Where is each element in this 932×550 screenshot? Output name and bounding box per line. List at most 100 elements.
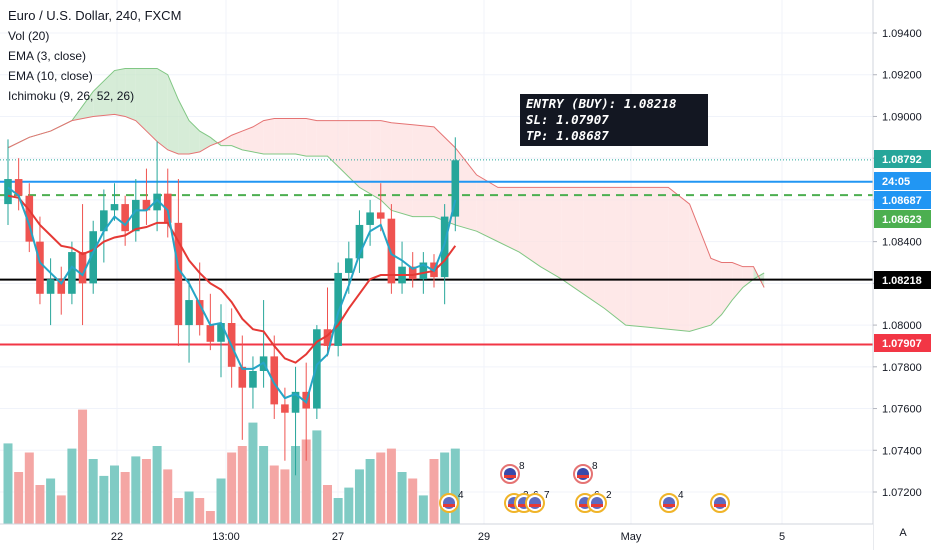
- auto-scale-button[interactable]: A: [899, 527, 907, 539]
- volume-bar: [46, 478, 56, 524]
- volume-bar: [440, 452, 450, 524]
- volume-bar: [99, 475, 109, 524]
- volume-bar: [24, 452, 34, 524]
- cloud-segment: [93, 70, 115, 117]
- cloud-segment: [135, 68, 147, 132]
- volume-bar: [14, 472, 24, 524]
- event-count: 2: [606, 490, 612, 501]
- flag-stripe: [579, 504, 591, 507]
- candle-body: [174, 222, 183, 326]
- cloud-segment: [359, 120, 371, 194]
- candle-body: [195, 300, 204, 326]
- cloud-segment: [221, 135, 232, 146]
- cloud-segment: [252, 120, 264, 155]
- indicator-vol[interactable]: Vol (20): [8, 29, 50, 43]
- volume-bar: [259, 446, 269, 524]
- volume-bar: [354, 469, 364, 524]
- ichimoku-cloud: [7, 67, 765, 332]
- volume-bar: [56, 495, 66, 524]
- flag-icon: [529, 497, 541, 509]
- candle-body: [238, 366, 247, 388]
- indicator-ichimoku[interactable]: Ichimoku (9, 26, 52, 26): [8, 89, 135, 103]
- volume-bar: [333, 498, 343, 524]
- volume-bar: [35, 485, 45, 524]
- event-marker: [710, 493, 730, 513]
- candle-body: [281, 404, 289, 413]
- x-tick-label: 13:00: [212, 531, 240, 543]
- volume-bar: [429, 459, 439, 524]
- volume-bar: [195, 498, 205, 524]
- ichimoku-span-b: [7, 113, 765, 288]
- price-tag-label: 1.08792: [882, 154, 922, 166]
- candle-body: [4, 179, 12, 205]
- candle-body: [334, 272, 342, 346]
- candle-body: [206, 325, 215, 342]
- cloud-segment: [274, 118, 285, 155]
- candle-body: [142, 199, 151, 211]
- cloud-segment: [412, 124, 434, 217]
- economic-events: 482678624: [439, 461, 730, 513]
- cloud-segment: [231, 131, 243, 150]
- volume-bar: [408, 478, 418, 524]
- candle-body: [89, 231, 97, 284]
- event-count: 8: [592, 461, 598, 472]
- cloud-segment: [710, 258, 722, 326]
- symbol-title[interactable]: Euro / U.S. Dollar, 240, FXCM: [8, 8, 182, 23]
- candle-body: [249, 370, 257, 388]
- event-marker: 4: [439, 490, 464, 513]
- cloud-segment: [284, 118, 296, 155]
- y-tick-label: 1.09400: [882, 28, 922, 40]
- indicator-ema-fast[interactable]: EMA (3, close): [8, 49, 87, 63]
- candle-body: [36, 241, 44, 294]
- price-tags: 1.08792 24:05 1.08687 1.08623 1.08218 1.07907: [874, 150, 931, 352]
- cloud-segment: [263, 118, 275, 155]
- cloud-segment: [295, 118, 307, 157]
- time-axis[interactable]: 22 13:00 27 29 May 5: [0, 523, 873, 550]
- candle-body: [270, 356, 279, 405]
- cloud-segment: [497, 187, 520, 253]
- cloud-segment: [519, 187, 541, 267]
- flag-stripe: [529, 504, 541, 507]
- trade-tp: TP: 1.08687: [526, 128, 609, 143]
- volume-bar: [418, 495, 428, 524]
- price-tag-label: 1.08687: [882, 195, 922, 207]
- volume-bar: [237, 446, 247, 524]
- volume-bar: [248, 422, 258, 524]
- event-count: 7: [544, 490, 550, 501]
- volume-bar: [227, 452, 237, 524]
- cloud-segment: [242, 126, 253, 152]
- volume-bar: [88, 459, 98, 524]
- volume-bar: [365, 459, 375, 524]
- x-tick-label: 5: [779, 531, 785, 543]
- ema-slow-line: [7, 194, 457, 364]
- x-tick-label: 22: [111, 531, 123, 543]
- cloud-segment: [338, 120, 349, 177]
- cloud-segment: [391, 122, 413, 217]
- cloud-segment: [306, 118, 317, 157]
- candle-body: [25, 195, 34, 242]
- ema-fast-line: [7, 186, 457, 404]
- volume-bar: [397, 472, 407, 524]
- candle-body: [451, 160, 460, 217]
- flag-icon: [714, 497, 726, 509]
- cloud-segment: [721, 262, 733, 315]
- candle-body: [14, 179, 23, 196]
- candle-body: [121, 204, 129, 232]
- cloud-segment: [316, 120, 328, 157]
- volume-bar: [216, 478, 226, 524]
- candle-body: [100, 210, 108, 232]
- event-count: 4: [458, 490, 464, 501]
- y-tick-label: 1.09000: [882, 111, 922, 123]
- trade-note[interactable]: ENTRY (BUY): 1.08218 SL: 1.07907 TP: 1.0…: [520, 94, 708, 146]
- volume-bar: [3, 443, 13, 524]
- indicator-ema-slow[interactable]: EMA (10, close): [8, 69, 93, 83]
- price-tag: [874, 150, 931, 168]
- cloud-segment: [434, 126, 456, 225]
- candle-body: [132, 199, 140, 232]
- ichimoku-span-a: [7, 67, 765, 332]
- flag-stripe: [663, 504, 675, 507]
- volume-bar: [120, 472, 130, 524]
- candle-body: [366, 212, 374, 225]
- cloud-segment: [742, 266, 754, 288]
